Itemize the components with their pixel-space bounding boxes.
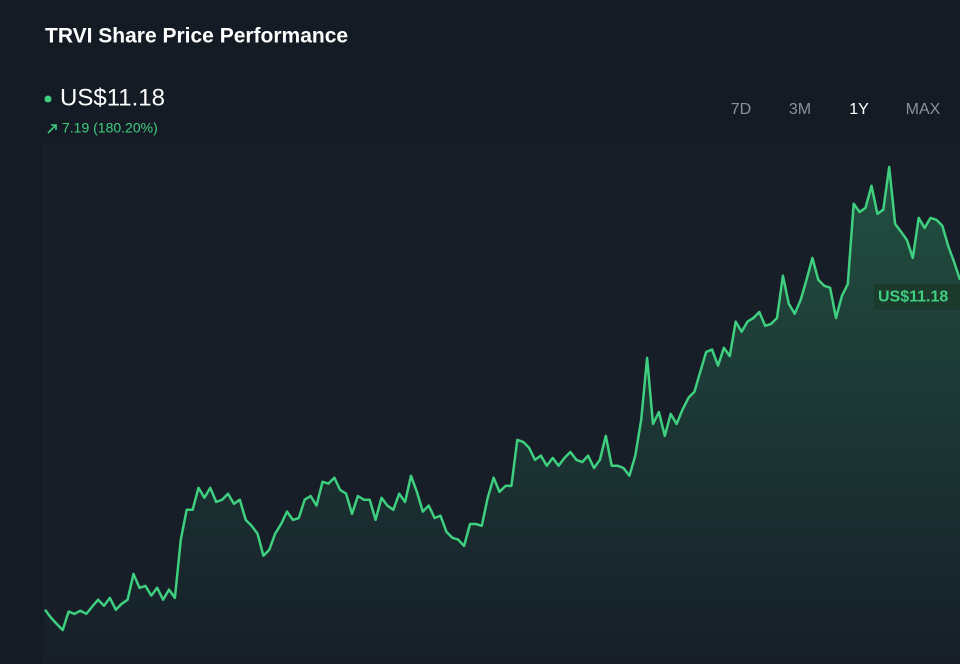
range-button[interactable]: 7D — [731, 101, 751, 118]
price: US$11.18 — [60, 84, 165, 111]
price-line — [44, 165, 960, 632]
range-button[interactable]: 3M — [789, 101, 811, 118]
price-tag — [874, 283, 960, 310]
change: 7.19 (180.20%) — [62, 120, 158, 136]
range-button[interactable]: 1Y — [849, 101, 869, 118]
range-button[interactable]: MAX — [906, 101, 941, 118]
up-arrow — [47, 124, 57, 134]
price-dot — [44, 95, 52, 103]
price-tag-label: US$11.18 — [878, 289, 948, 306]
chart-title: TRVI Share Price Performance — [45, 25, 348, 48]
